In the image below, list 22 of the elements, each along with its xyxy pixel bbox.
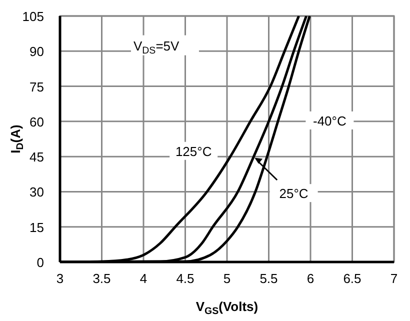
x-tick-label: 3 xyxy=(56,271,64,286)
y-tick-label: 0 xyxy=(36,255,44,270)
legend-label: 25°C xyxy=(279,186,308,202)
x-tick-label: 4.5 xyxy=(176,271,194,286)
x-tick-label: 4 xyxy=(140,271,148,286)
x-tick-label: 7 xyxy=(390,271,398,286)
x-tick-label: 6 xyxy=(306,271,314,286)
annotation: V$_{DS}$=5V xyxy=(133,38,180,56)
series-label: 125°C xyxy=(175,144,212,159)
x-tick-label: 6.5 xyxy=(343,271,362,286)
y-tick-label: 15 xyxy=(30,220,44,235)
y-tick-label: 45 xyxy=(30,150,44,165)
y-tick-label: 105 xyxy=(22,9,44,24)
y-tick-label: 60 xyxy=(30,114,44,130)
text: -40°C xyxy=(313,113,346,128)
y-tick-label: 75 xyxy=(30,79,44,94)
x-tick-label: 3.5 xyxy=(92,271,111,286)
x-tick-label: 5.5 xyxy=(260,271,278,286)
y-tick-label: 90 xyxy=(30,44,44,60)
x-tick-label: 5 xyxy=(223,271,231,286)
x-axis-title: V$_{GS}$(Volts) xyxy=(196,299,258,316)
y-tick-label: 30 xyxy=(30,184,44,200)
